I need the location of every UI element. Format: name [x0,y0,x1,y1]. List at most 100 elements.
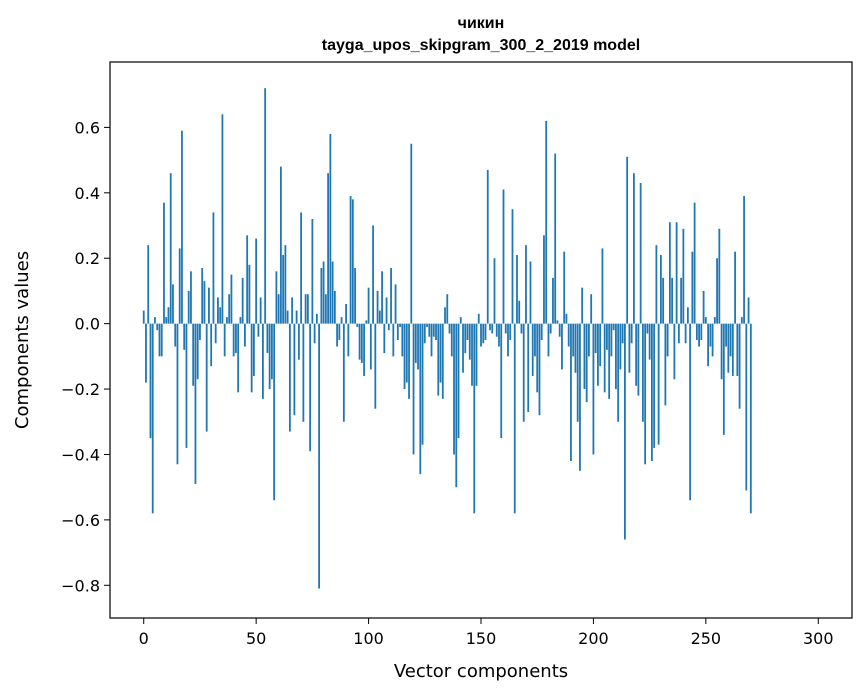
bar-131 [437,323,440,396]
bar-1 [145,323,147,383]
bar-194 [579,323,581,471]
bar-231 [662,277,665,324]
bar-30 [210,323,213,367]
bar-55 [266,323,269,354]
bar-268 [745,323,748,491]
bar-96 [358,323,361,360]
bar-172 [529,261,532,324]
bar-130 [435,323,437,340]
bar-167 [518,300,521,324]
chart-subtitle: tayga_upos_skipgram_300_2_2019 model [322,37,640,54]
bar-9 [163,202,165,324]
bar-134 [444,307,446,324]
bar-3 [149,323,152,439]
bar-88 [340,317,343,324]
bar-62 [282,254,285,324]
bar-260 [727,323,730,373]
y-tick-label: −0.4 [61,445,100,464]
bar-174 [534,323,536,357]
bar-84 [331,261,334,324]
x-tick-label: 150 [466,629,497,648]
x-tick-label: 250 [691,629,722,648]
bar-52 [259,297,262,324]
bar-257 [720,323,723,380]
bar-149 [477,313,480,324]
bar-213 [621,323,624,344]
bar-111 [392,323,395,357]
bar-90 [345,304,347,324]
bar-57 [270,323,273,380]
bar-54 [264,88,267,324]
bar-7 [158,323,161,357]
bar-120 [412,323,415,455]
bar-16 [178,248,181,324]
bar-70 [300,212,303,324]
bar-48 [250,323,253,393]
bar-34 [219,307,222,324]
bar-252 [709,323,712,347]
bar-232 [664,323,667,406]
bar-191 [572,323,575,357]
bar-119 [410,143,413,324]
bar-188 [565,313,568,324]
bar-86 [336,323,338,347]
bar-170 [525,245,527,324]
bar-23 [194,323,197,484]
bar-72 [304,294,307,324]
bar-32 [214,323,217,344]
bar-118 [408,323,410,399]
bar-241 [684,323,687,344]
bar-35 [221,114,224,324]
bar-230 [659,254,662,324]
bar-42 [237,323,240,393]
bar-143 [464,323,467,354]
x-tick-label: 300 [803,629,834,648]
bar-2 [147,245,150,324]
bar-237 [675,222,678,324]
x-tick-label: 0 [139,629,149,648]
bar-95 [356,323,359,327]
bar-219 [635,323,638,386]
bar-37 [226,317,228,324]
y-tick-label: 0.4 [75,184,100,203]
bar-122 [417,323,419,370]
bar-63 [284,245,287,324]
x-tick-label: 100 [353,629,384,648]
bar-229 [657,323,660,445]
bar-153 [486,169,489,324]
bar-0 [142,310,145,324]
bar-112 [394,284,397,324]
bar-220 [637,323,640,396]
bar-264 [736,323,739,376]
bar-204 [601,248,604,324]
bar-71 [302,323,305,422]
bar-103 [374,323,377,409]
bar-93 [351,199,354,324]
bar-18 [183,323,186,350]
bar-14 [174,323,177,347]
bar-160 [502,189,505,324]
plot-frame [109,61,853,619]
bar-65 [288,323,291,432]
bar-175 [536,323,539,393]
bar-113 [396,323,399,340]
bar-183 [554,153,557,324]
bar-148 [475,323,478,386]
bar-141 [459,317,462,324]
bar-128 [430,323,433,357]
bar-209 [612,323,615,331]
bar-105 [378,310,381,324]
bar-270 [749,323,752,514]
x-axis-label: Vector components [394,661,568,682]
bar-217 [630,323,633,344]
bar-180 [547,323,550,357]
bar-253 [711,323,714,357]
bar-150 [480,323,482,347]
bar-207 [608,323,611,399]
bar-117 [405,323,408,383]
bar-126 [426,323,428,327]
bar-133 [441,323,444,399]
bar-138 [453,323,455,455]
bar-26 [201,268,204,324]
